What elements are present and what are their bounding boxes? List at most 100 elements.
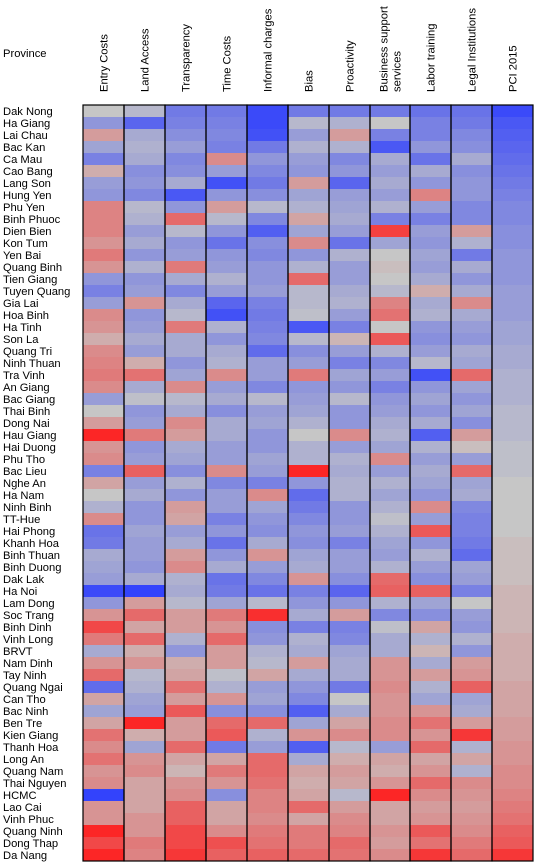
heatmap-cell	[410, 225, 451, 238]
row-label: Ninh Binh	[3, 502, 52, 514]
heatmap-cell	[410, 825, 451, 838]
heatmap-cell	[124, 393, 165, 406]
row-label: BRVT	[3, 646, 33, 658]
heatmap-cell	[165, 117, 206, 130]
heatmap-cell	[329, 381, 370, 394]
heatmap-cell	[410, 777, 451, 790]
heatmap-cell	[370, 429, 410, 442]
heatmap-cell	[370, 681, 410, 694]
heatmap-cell	[329, 825, 370, 838]
heatmap-cell	[124, 693, 165, 706]
heatmap-cell	[83, 633, 124, 646]
heatmap-cell	[124, 621, 165, 634]
heatmap-cell	[288, 561, 329, 574]
heatmap-cell	[492, 789, 533, 802]
heatmap-cell	[124, 825, 165, 838]
heatmap-cell	[83, 153, 124, 166]
heatmap-cell	[329, 633, 370, 646]
heatmap-cell	[83, 261, 124, 274]
heatmap-cell	[451, 729, 492, 742]
heatmap-cell	[247, 681, 288, 694]
row-label: An Giang	[3, 382, 50, 394]
heatmap-cell	[370, 585, 410, 598]
row-label: Lang Son	[3, 178, 51, 190]
heatmap-cell	[206, 273, 247, 286]
heatmap-cell	[124, 681, 165, 694]
heatmap-cell	[451, 129, 492, 142]
heatmap-cell	[370, 477, 410, 490]
heatmap-cell	[247, 633, 288, 646]
heatmap-cell	[451, 789, 492, 802]
heatmap-cell	[124, 549, 165, 562]
heatmap-cell	[492, 273, 533, 286]
heatmap-cell	[165, 681, 206, 694]
heatmap-cell	[124, 561, 165, 574]
heatmap-cell	[83, 309, 124, 322]
heatmap-cell	[124, 129, 165, 142]
heatmap-cell	[124, 453, 165, 466]
heatmap-cell	[451, 813, 492, 826]
heatmap-cell	[451, 837, 492, 850]
heatmap-cell	[410, 441, 451, 454]
heatmap-cell	[165, 537, 206, 550]
row-label: Binh Thuan	[3, 550, 60, 562]
heatmap-cell	[83, 237, 124, 250]
heatmap-cell	[451, 609, 492, 622]
heatmap-cell	[247, 561, 288, 574]
heatmap-cell	[206, 789, 247, 802]
heatmap-cell	[451, 561, 492, 574]
heatmap-cell	[451, 189, 492, 202]
heatmap-cell	[410, 429, 451, 442]
heatmap-cell	[288, 345, 329, 358]
heatmap-cell	[370, 657, 410, 670]
heatmap-cell	[451, 237, 492, 250]
heatmap-cell	[410, 381, 451, 394]
heatmap-cell	[329, 573, 370, 586]
heatmap-cell	[165, 621, 206, 634]
heatmap-cell	[451, 321, 492, 334]
heatmap-cell	[247, 141, 288, 154]
heatmap-cell	[124, 645, 165, 658]
row-label: Tien Giang	[3, 274, 57, 286]
heatmap-cell	[492, 813, 533, 826]
heatmap-cell	[124, 573, 165, 586]
heatmap-cell	[124, 105, 165, 118]
heatmap-cell	[83, 369, 124, 382]
heatmap-cell	[247, 417, 288, 430]
heatmap-cell	[83, 501, 124, 514]
heatmap-cell	[165, 477, 206, 490]
heatmap-cell	[451, 849, 492, 862]
heatmap-cell	[83, 801, 124, 814]
heatmap-cell	[83, 729, 124, 742]
heatmap-cell	[206, 633, 247, 646]
heatmap-cell	[410, 741, 451, 754]
heatmap-cell	[288, 729, 329, 742]
heatmap-cell	[83, 285, 124, 298]
row-header: Province	[3, 48, 47, 60]
heatmap-cell	[247, 429, 288, 442]
heatmap-cell	[124, 285, 165, 298]
heatmap-cell	[165, 189, 206, 202]
heatmap-cell	[410, 513, 451, 526]
heatmap-cell	[206, 693, 247, 706]
row-label: Kien Giang	[3, 730, 58, 742]
heatmap-cell	[83, 693, 124, 706]
heatmap-cell	[206, 813, 247, 826]
heatmap-cell	[329, 849, 370, 862]
heatmap-cell	[329, 777, 370, 790]
heatmap-cell	[206, 573, 247, 586]
heatmap-cell	[410, 213, 451, 226]
heatmap-cell	[247, 345, 288, 358]
heatmap-cell	[288, 825, 329, 838]
heatmap-cell	[247, 849, 288, 862]
heatmap-cell	[329, 405, 370, 418]
row-label: Hai Phong	[3, 526, 55, 538]
heatmap-cell	[288, 453, 329, 466]
heatmap-cell	[206, 777, 247, 790]
heatmap-cell	[410, 525, 451, 538]
heatmap-cell	[247, 597, 288, 610]
heatmap-cell	[451, 777, 492, 790]
heatmap-cell	[83, 489, 124, 502]
heatmap-cell	[206, 525, 247, 538]
heatmap-cell	[83, 609, 124, 622]
